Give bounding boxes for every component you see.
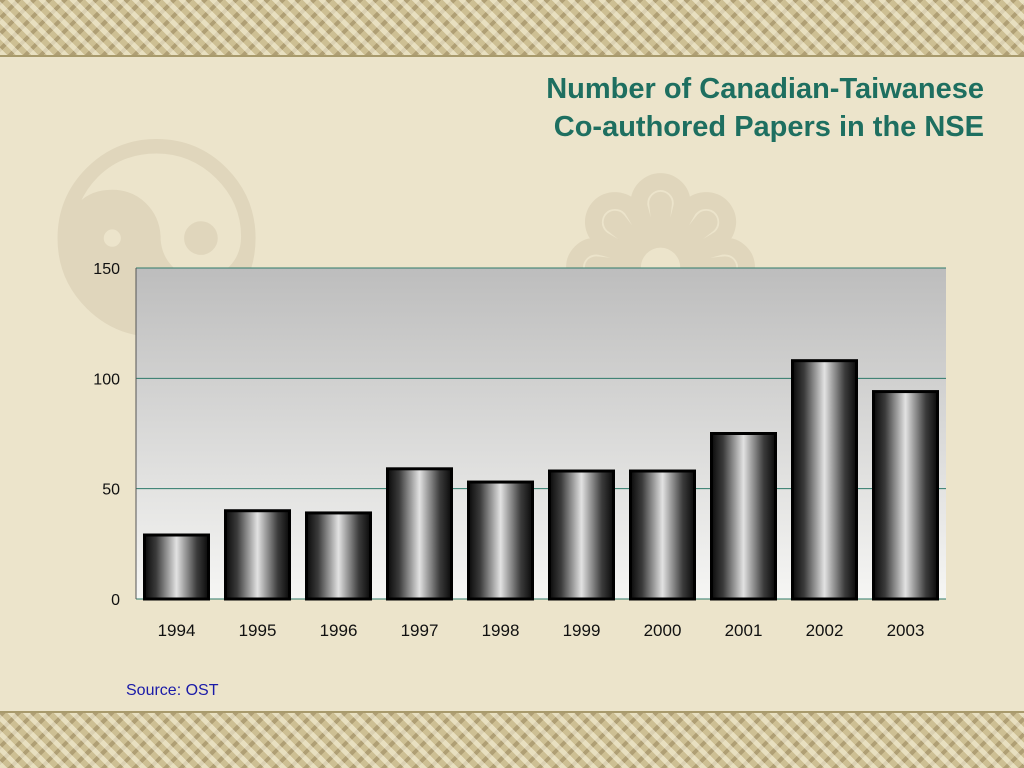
bars: [143, 359, 939, 601]
y-axis-tick-labels: 0 50 100 150: [93, 261, 120, 609]
bar-2003: [872, 390, 939, 601]
x-tick-label: 1998: [482, 621, 520, 640]
slide-title-line-1: Number of Canadian-Taiwanese: [546, 73, 984, 105]
x-tick-label: 1997: [401, 621, 439, 640]
x-tick-label: 1996: [320, 621, 358, 640]
bar-1998: [467, 480, 534, 601]
y-tick-label: 150: [93, 261, 120, 278]
x-tick-label: 2003: [887, 621, 925, 640]
bar-2000: [629, 469, 696, 601]
x-tick-label: 2002: [806, 621, 844, 640]
top-border-line: [0, 55, 1024, 57]
source-note: Source: OST: [126, 682, 219, 699]
x-tick-label: 1999: [563, 621, 601, 640]
bottom-border-line: [0, 711, 1024, 713]
bar-1999: [548, 469, 615, 601]
slide-title: Number of Canadian-Taiwanese Co-authored…: [546, 70, 984, 146]
slide-title-line-2: Co-authored Papers in the NSE: [553, 111, 984, 143]
bar-1994: [143, 533, 210, 601]
bar-2002: [791, 359, 858, 601]
x-axis-tick-labels: 1994 1995 1996 1997 1998 1999 2000 2001 2002 2003: [158, 621, 925, 640]
y-tick-label: 0: [111, 592, 120, 609]
x-tick-label: 1994: [158, 621, 196, 640]
top-decorative-border: [0, 0, 1024, 55]
bar-1996: [305, 511, 372, 601]
bottom-decorative-border: [0, 712, 1024, 768]
bar-1997: [386, 467, 453, 601]
y-tick-label: 50: [102, 482, 120, 499]
x-tick-label: 1995: [239, 621, 277, 640]
bar-2001: [710, 432, 777, 601]
y-tick-label: 100: [93, 371, 120, 388]
x-tick-label: 2000: [644, 621, 682, 640]
bar-1995: [224, 509, 291, 601]
x-tick-label: 2001: [725, 621, 763, 640]
